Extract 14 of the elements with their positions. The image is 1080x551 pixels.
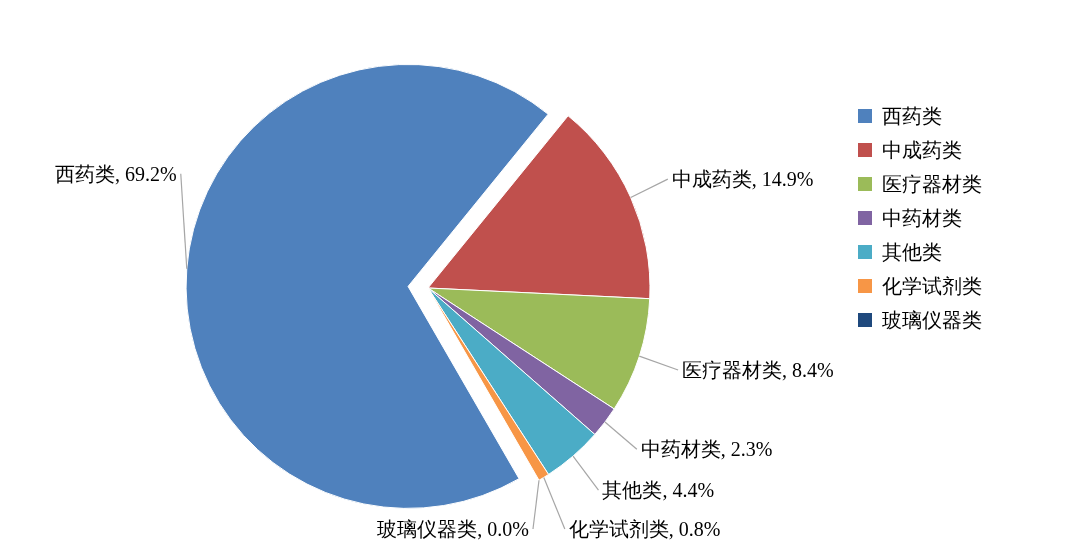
text: 玻璃仪器类, 0.0% (377, 518, 529, 540)
legend-label: 中成药类 (882, 139, 962, 161)
legend-label: 化学试剂类 (882, 275, 982, 297)
data-label: 化学试剂类, 0.8% (568, 518, 721, 540)
legend-label: 其他类 (882, 241, 942, 263)
legend-label: 中药材类 (882, 207, 962, 229)
data-label: 中成药类, 14.9% (671, 168, 814, 191)
data-label: 医疗器材类, 8.4% (682, 358, 834, 381)
data-label: 其他类, 4.4% (602, 479, 715, 502)
legend-label: 医疗器材类 (882, 173, 982, 195)
data-label: 中药材类, 2.3% (640, 438, 773, 461)
legend-label: 西药类 (882, 105, 942, 127)
legend-label: 玻璃仪器类 (882, 309, 982, 331)
data-label: 西药类, 69.2% (55, 162, 177, 185)
